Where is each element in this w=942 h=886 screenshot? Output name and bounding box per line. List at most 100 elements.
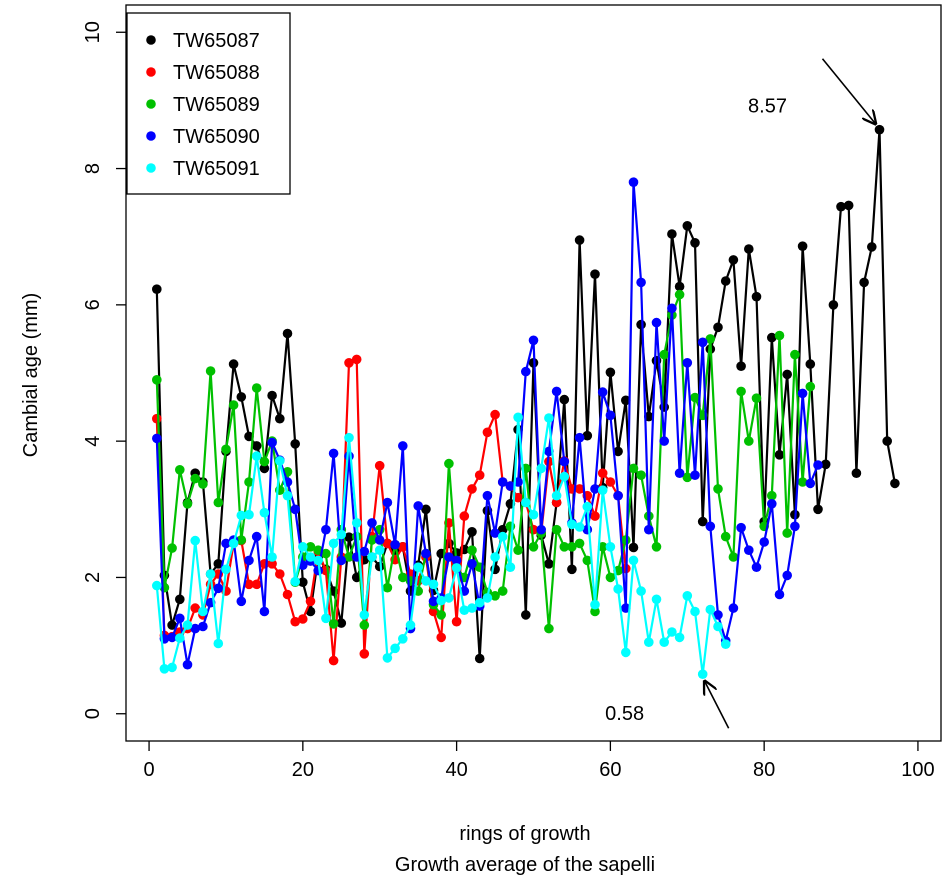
data-point [621,535,631,545]
data-point [267,552,277,562]
data-point [298,614,308,624]
y-tick-label: 10 [82,21,104,43]
data-point [328,538,339,549]
data-point [251,441,262,451]
data-point [890,478,900,489]
data-point [551,386,562,397]
legend-item: TW65090 [146,126,260,148]
data-point [482,490,493,501]
data-point [782,528,792,538]
data-point [528,542,539,552]
data-point [228,400,239,410]
data-point [644,637,654,647]
data-point [351,518,362,528]
data-point [497,524,508,535]
data-point [797,388,808,399]
data-point [597,485,608,496]
data-point [751,291,762,302]
data-point [697,669,708,679]
data-point [190,623,200,634]
data-point [228,359,239,369]
data-point [382,538,393,549]
data-point [421,504,431,515]
data-point [559,394,570,405]
y-tick-label: 6 [82,299,104,310]
data-point [482,427,493,438]
data-point [521,366,531,377]
data-point [582,555,593,566]
data-point [505,481,516,491]
data-point [152,413,162,424]
data-point [682,221,693,231]
data-point [521,497,531,508]
data-point [567,519,577,530]
y-axis-label: Cambial age (mm) [20,293,42,457]
series-TW65088 [152,354,631,666]
data-point [228,538,239,549]
data-point [597,387,608,397]
data-point [551,490,562,501]
data-point [298,542,308,552]
data-point [421,548,431,559]
data-point [674,468,685,479]
data-point [536,524,546,535]
data-point [382,653,393,663]
data-point [382,497,393,508]
data-point [175,465,185,475]
data-point [728,255,739,265]
data-point [367,518,377,528]
data-point [336,529,347,540]
data-point [805,381,816,392]
data-point [659,436,669,446]
data-point [221,444,231,455]
data-point [574,432,585,443]
data-point [644,524,654,535]
legend-item: TW65087 [146,30,260,52]
data-point [251,579,262,590]
legend-item: TW65089 [146,94,260,116]
data-point [374,460,385,471]
data-point [152,375,162,385]
data-point [275,456,285,466]
data-point [298,577,308,587]
data-point [451,555,462,566]
data-point [359,610,370,620]
data-point [813,460,823,470]
data-point [221,564,231,575]
data-point [236,510,247,521]
data-point [213,638,224,649]
data-point [636,470,646,481]
data-point [728,552,739,562]
data-point [182,499,193,509]
data-point [282,490,293,501]
data-point [267,437,277,448]
data-point [390,539,400,550]
data-point [336,618,347,628]
data-point [167,620,177,630]
data-point [505,562,516,572]
legend-label: TW65090 [173,126,260,148]
data-point [321,548,331,559]
data-point [528,335,539,346]
data-point [736,386,746,397]
data-point [590,484,600,494]
data-point [213,497,224,508]
data-point [759,537,769,547]
data-point [244,579,254,590]
data-point [574,522,585,532]
data-point [559,456,570,467]
data-point [744,436,754,446]
data-point [490,552,500,562]
data-point [290,504,301,515]
data-point [367,535,377,545]
data-point [474,653,485,664]
data-point [820,459,831,470]
data-point [367,552,377,562]
data-point [882,436,892,446]
data-point [621,603,631,613]
data-point [213,559,224,569]
data-point [490,409,500,420]
data-point [482,593,493,603]
data-point [528,509,539,520]
